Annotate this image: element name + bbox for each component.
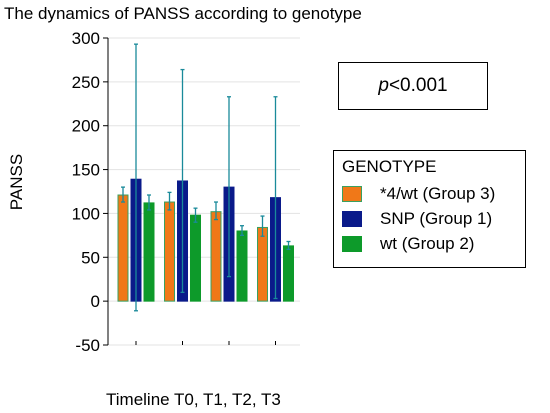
legend-swatch-group2 [342,235,362,252]
bar-T3-0 [257,226,268,302]
y-tick-label: 250 [72,73,100,92]
legend-item-group3: *4/wt (Group 3) [342,181,525,206]
p-value-text: <0.001 [388,75,448,96]
bar-T3-2 [283,245,294,302]
bar-T2-2 [236,230,248,302]
y-tick-label: 200 [72,117,100,136]
y-tick-label: 300 [72,29,100,48]
legend-label-group1: SNP (Group 1) [380,208,493,228]
legend-title: GENOTYPE [342,157,437,176]
legend-item-group1: SNP (Group 1) [342,206,525,231]
chart-title: The dynamics of PANSS according to genot… [4,4,362,23]
bar-T0-2 [143,202,155,302]
bar-T0-0 [117,194,129,302]
y-tick-label: 50 [81,248,100,267]
legend-swatch-group1 [342,210,362,227]
legend-label-group3: *4/wt (Group 3) [380,183,496,203]
legend-swatch-group3 [342,185,362,202]
y-axis-label: PANSS [7,153,26,211]
x-axis-label: Timeline T0, T1, T2, T3 [106,390,281,409]
y-tick-label: 0 [91,292,100,311]
y-tick-label: 150 [72,161,100,180]
legend-item-group2: wt (Group 2) [342,231,525,256]
bar-T2-0 [210,211,222,302]
y-tick-label: -50 [75,336,100,355]
bar-T1-2 [190,214,201,302]
p-value-annotation: p <0.001 [338,62,488,110]
legend-label-group2: wt (Group 2) [380,233,475,253]
p-value-symbol: p [378,75,389,96]
bar-T1-0 [164,201,175,302]
legend: GENOTYPE *4/wt (Group 3) SNP (Group 1) w… [333,150,526,268]
y-tick-label: 100 [72,204,100,223]
